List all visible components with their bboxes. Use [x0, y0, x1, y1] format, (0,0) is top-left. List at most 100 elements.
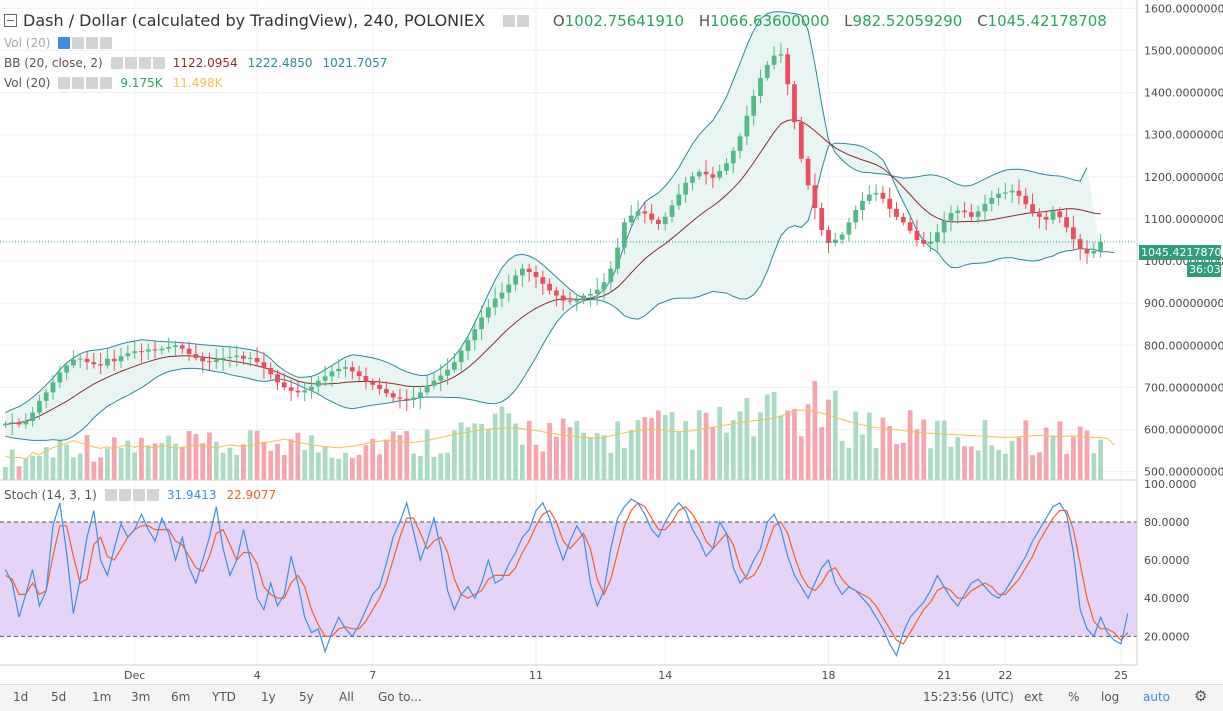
- volume-bar: [255, 431, 260, 480]
- gear-icon[interactable]: [517, 15, 529, 27]
- volume-bar: [561, 419, 566, 480]
- volume-bar: [262, 442, 267, 480]
- candle-body: [942, 221, 947, 233]
- candle-body: [874, 193, 879, 195]
- chart-canvas[interactable]: 1600.000000001500.000000001400.000000001…: [0, 0, 1223, 684]
- ext-toggle[interactable]: ext: [1024, 690, 1043, 704]
- percent-toggle[interactable]: %: [1068, 690, 1079, 704]
- price-tick-label: 600.00000000: [1144, 423, 1223, 436]
- volume-bar: [166, 436, 171, 480]
- volume-bar: [445, 453, 450, 480]
- volume-bar: [17, 466, 22, 480]
- candle-body: [57, 373, 62, 383]
- gear-icon[interactable]: ⚙: [1194, 687, 1207, 705]
- range-1d[interactable]: 1d: [13, 690, 28, 704]
- range-3m[interactable]: 3m: [131, 690, 150, 704]
- candle-body: [649, 213, 654, 219]
- time-display: 15:23:56 (UTC): [923, 690, 1014, 704]
- bb-label: BB (20, close, 2): [4, 56, 103, 70]
- candle-body: [282, 382, 287, 387]
- close-icon[interactable]: [153, 57, 165, 69]
- price-tick-label: 700.00000000: [1144, 381, 1223, 394]
- range-1m[interactable]: 1m: [92, 690, 111, 704]
- bottom-toolbar: 1d 5d 1m 3m 6m YTD 1y 5y All Go to... 15…: [0, 684, 1223, 711]
- volume-bar: [10, 450, 15, 480]
- candle-body: [309, 387, 314, 391]
- candle-body: [568, 301, 573, 302]
- volume-bar: [173, 444, 178, 480]
- settings-icon[interactable]: [125, 57, 137, 69]
- eye-icon[interactable]: [105, 489, 117, 501]
- candle-body: [445, 370, 450, 376]
- candle-body: [574, 299, 579, 301]
- eye-icon[interactable]: [58, 37, 70, 49]
- volume-bar: [132, 453, 137, 480]
- settings-icon[interactable]: [503, 15, 515, 27]
- volume-bar: [534, 445, 539, 480]
- vol-top-label: Vol (20): [4, 36, 50, 50]
- volume-bar: [935, 421, 940, 480]
- range-1y[interactable]: 1y: [261, 690, 276, 704]
- candle-body: [1078, 239, 1083, 249]
- volume-bar: [779, 416, 784, 480]
- close-icon[interactable]: [100, 77, 112, 89]
- candle-body: [214, 360, 219, 363]
- volume-bar: [30, 456, 35, 480]
- eye-icon[interactable]: [58, 77, 70, 89]
- volume-bar: [472, 423, 477, 480]
- volume-bar: [867, 412, 872, 480]
- volume-bar: [411, 454, 416, 480]
- range-ytd[interactable]: YTD: [212, 690, 236, 704]
- plus-icon[interactable]: [86, 77, 98, 89]
- volume-bar: [350, 458, 355, 480]
- range-all[interactable]: All: [339, 690, 354, 704]
- volume-bar: [112, 437, 117, 480]
- stoch-tick-label: 40.0000: [1144, 592, 1190, 605]
- candle-body: [234, 356, 239, 357]
- candle-body: [432, 381, 437, 386]
- stoch-label: Stoch (14, 3, 1): [4, 488, 97, 502]
- candle-body: [1098, 242, 1103, 251]
- volume-bar: [296, 433, 301, 480]
- plus-icon[interactable]: [133, 489, 145, 501]
- candle-body: [629, 216, 634, 223]
- candle-body: [513, 275, 518, 284]
- goto-button[interactable]: Go to...: [378, 690, 422, 704]
- volume-bar: [78, 454, 83, 480]
- volume-bar: [942, 421, 947, 480]
- candle-body: [534, 272, 539, 277]
- plus-icon[interactable]: [86, 37, 98, 49]
- candle-body: [10, 422, 15, 423]
- candle-body: [520, 269, 525, 276]
- candle-body: [173, 345, 178, 347]
- candle-body: [166, 347, 171, 349]
- volume-bar: [1078, 427, 1083, 480]
- volume-bar: [608, 453, 613, 480]
- candle-body: [561, 296, 566, 301]
- candle-body: [588, 294, 593, 296]
- settings-icon[interactable]: [72, 77, 84, 89]
- settings-icon[interactable]: [72, 37, 84, 49]
- volume-bar: [595, 433, 600, 480]
- collapse-icon[interactable]: [4, 14, 17, 27]
- range-5d[interactable]: 5d: [51, 690, 66, 704]
- settings-icon[interactable]: [119, 489, 131, 501]
- log-toggle[interactable]: log: [1101, 690, 1119, 704]
- close-icon[interactable]: [100, 37, 112, 49]
- candle-body: [357, 371, 362, 376]
- volume-bar: [1037, 452, 1042, 480]
- plus-icon[interactable]: [139, 57, 151, 69]
- auto-toggle[interactable]: auto: [1143, 690, 1170, 704]
- range-5y[interactable]: 5y: [299, 690, 314, 704]
- candle-body: [894, 209, 899, 217]
- candle-body: [466, 340, 471, 351]
- close-icon[interactable]: [147, 489, 159, 501]
- low-label: L: [844, 12, 852, 30]
- candle-body: [969, 212, 974, 217]
- eye-icon[interactable]: [111, 57, 123, 69]
- candle-body: [506, 285, 511, 293]
- candle-body: [683, 183, 688, 195]
- volume-bar: [765, 394, 770, 480]
- range-6m[interactable]: 6m: [171, 690, 190, 704]
- price-tick-label: 1300.00000000: [1144, 129, 1223, 142]
